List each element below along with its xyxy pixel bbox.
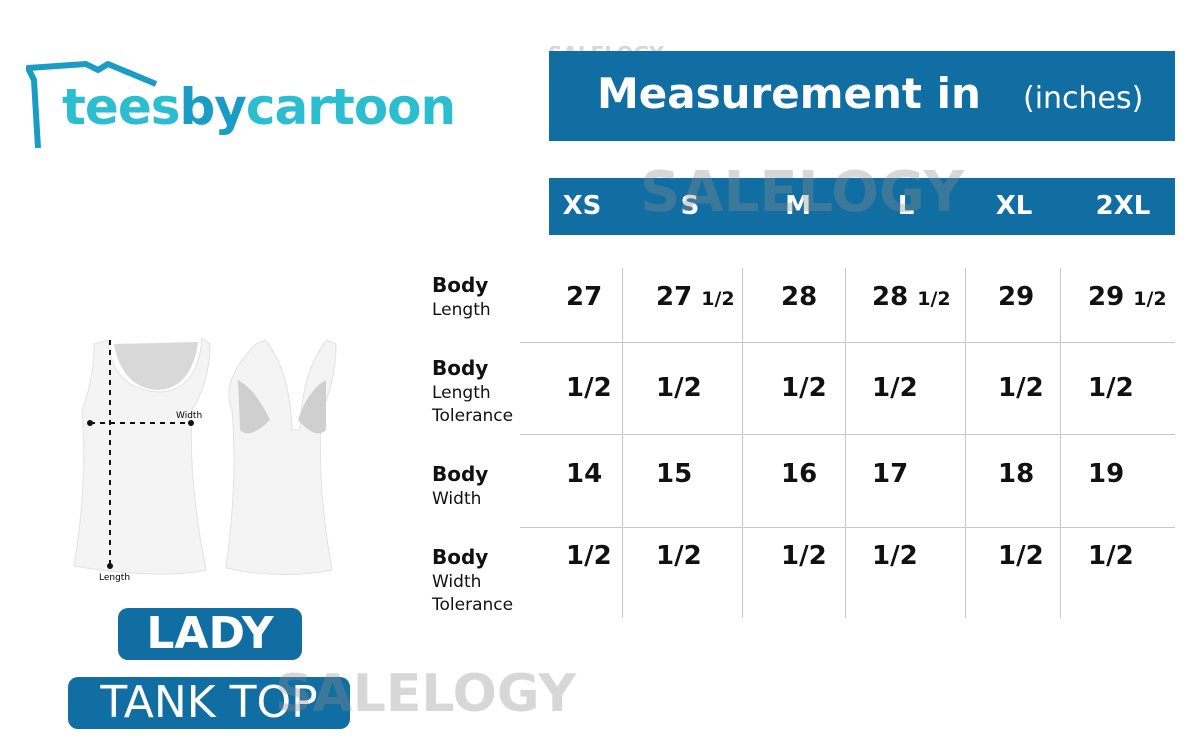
page-title: Measurement in — [597, 69, 981, 118]
cell-value: 15 — [656, 459, 693, 489]
cell-value: 18 — [998, 459, 1035, 489]
watermark: SALELOGY — [640, 160, 965, 225]
size-l: L — [897, 191, 915, 221]
width-label: Width — [176, 411, 203, 421]
product-type-label: TANK TOP — [68, 677, 350, 729]
divider — [845, 268, 846, 618]
divider — [1060, 268, 1061, 618]
row-label: Body Width — [432, 463, 488, 511]
length-label: Length — [99, 573, 131, 583]
table-cell: 1/2 — [872, 541, 918, 571]
table-cell: 27 1/2 — [656, 282, 735, 312]
cell-value: 29 — [998, 282, 1035, 312]
table-cell: 1/2 — [656, 373, 702, 403]
cell-value: 1/2 — [1088, 373, 1134, 403]
row-label-text: Length — [432, 300, 491, 320]
product-gender-label: LADY — [118, 608, 302, 660]
table-cell: 19 — [1088, 459, 1124, 489]
cell-value: 1/2 — [872, 373, 918, 403]
row-label-text: Tolerance — [432, 406, 514, 426]
cell-fraction: 1/2 — [917, 288, 951, 310]
divider — [520, 527, 1175, 528]
row-label-bold: Body — [432, 273, 489, 297]
cell-value: 27 — [656, 282, 693, 312]
table-cell: 17 — [872, 459, 908, 489]
table-cell: 1/2 — [998, 373, 1044, 403]
row-label: Body Width Tolerance — [432, 546, 513, 617]
row-label-bold: Body — [432, 356, 489, 380]
unit-label: (inches) — [1023, 81, 1144, 116]
row-label-bold: Body — [432, 545, 489, 569]
row-label-text: Width — [432, 572, 482, 592]
table-cell: 27 — [566, 282, 602, 312]
row-label-bold: Body — [432, 462, 489, 486]
size-header: XS S M L XL 2XL — [549, 178, 1175, 235]
cell-value: 1/2 — [656, 541, 702, 571]
size-m: M — [785, 191, 811, 221]
cell-fraction: 1/2 — [701, 288, 735, 310]
row-label-text: Tolerance — [432, 595, 514, 615]
table-cell: 29 1/2 — [1088, 282, 1167, 312]
title-bar: Measurement in (inches) — [549, 51, 1175, 141]
table-cell: 14 — [566, 459, 602, 489]
size-xs: XS — [562, 191, 602, 221]
tshirt-logo-icon — [26, 61, 158, 149]
cell-value: 1/2 — [1088, 541, 1134, 571]
table-cell: 28 — [781, 282, 817, 312]
cell-value: 17 — [872, 459, 909, 489]
row-label: Body Length Tolerance — [432, 357, 513, 428]
table-cell: 29 — [998, 282, 1034, 312]
cell-value: 1/2 — [872, 541, 918, 571]
cell-value: 1/2 — [781, 541, 827, 571]
tank-top-diagram — [73, 337, 337, 576]
table-cell: 1/2 — [872, 373, 918, 403]
table-cell: 1/2 — [1088, 373, 1134, 403]
cell-value: 29 — [1088, 282, 1125, 312]
row-label-text: Width — [432, 489, 482, 509]
brand-logo: teesbycartoon — [62, 78, 456, 136]
divider — [965, 268, 966, 618]
table-cell: 1/2 — [566, 541, 612, 571]
cell-fraction: 1/2 — [1133, 288, 1167, 310]
cell-value: 14 — [566, 459, 603, 489]
tank-top-back-image — [225, 339, 337, 576]
cell-value: 27 — [566, 282, 603, 312]
cell-value: 1/2 — [781, 373, 827, 403]
divider — [622, 268, 623, 618]
cell-value: 1/2 — [656, 373, 702, 403]
table-cell: 28 1/2 — [872, 282, 951, 312]
row-label-text: Length — [432, 383, 491, 403]
table-cell: 1/2 — [566, 373, 612, 403]
cell-value: 16 — [781, 459, 818, 489]
table-cell: 1/2 — [1088, 541, 1134, 571]
table-cell: 1/2 — [656, 541, 702, 571]
size-xl: XL — [995, 191, 1033, 221]
size-s: S — [680, 191, 700, 221]
row-label: Body Length — [432, 274, 491, 322]
divider — [520, 434, 1175, 435]
divider — [520, 342, 1175, 343]
table-cell: 15 — [656, 459, 692, 489]
watermark: SALELOGY — [275, 664, 577, 724]
divider — [742, 268, 743, 618]
tank-top-front-image — [73, 337, 211, 575]
table-cell: 1/2 — [998, 541, 1044, 571]
table-cell: 18 — [998, 459, 1034, 489]
size-2xl: 2XL — [1095, 191, 1151, 221]
cell-value: 1/2 — [566, 541, 612, 571]
cell-value: 28 — [781, 282, 818, 312]
cell-value: 28 — [872, 282, 909, 312]
table-cell: 1/2 — [781, 373, 827, 403]
table-cell: 1/2 — [781, 541, 827, 571]
table-cell: 16 — [781, 459, 817, 489]
cell-value: 1/2 — [566, 373, 612, 403]
cell-value: 1/2 — [998, 373, 1044, 403]
cell-value: 19 — [1088, 459, 1125, 489]
cell-value: 1/2 — [998, 541, 1044, 571]
